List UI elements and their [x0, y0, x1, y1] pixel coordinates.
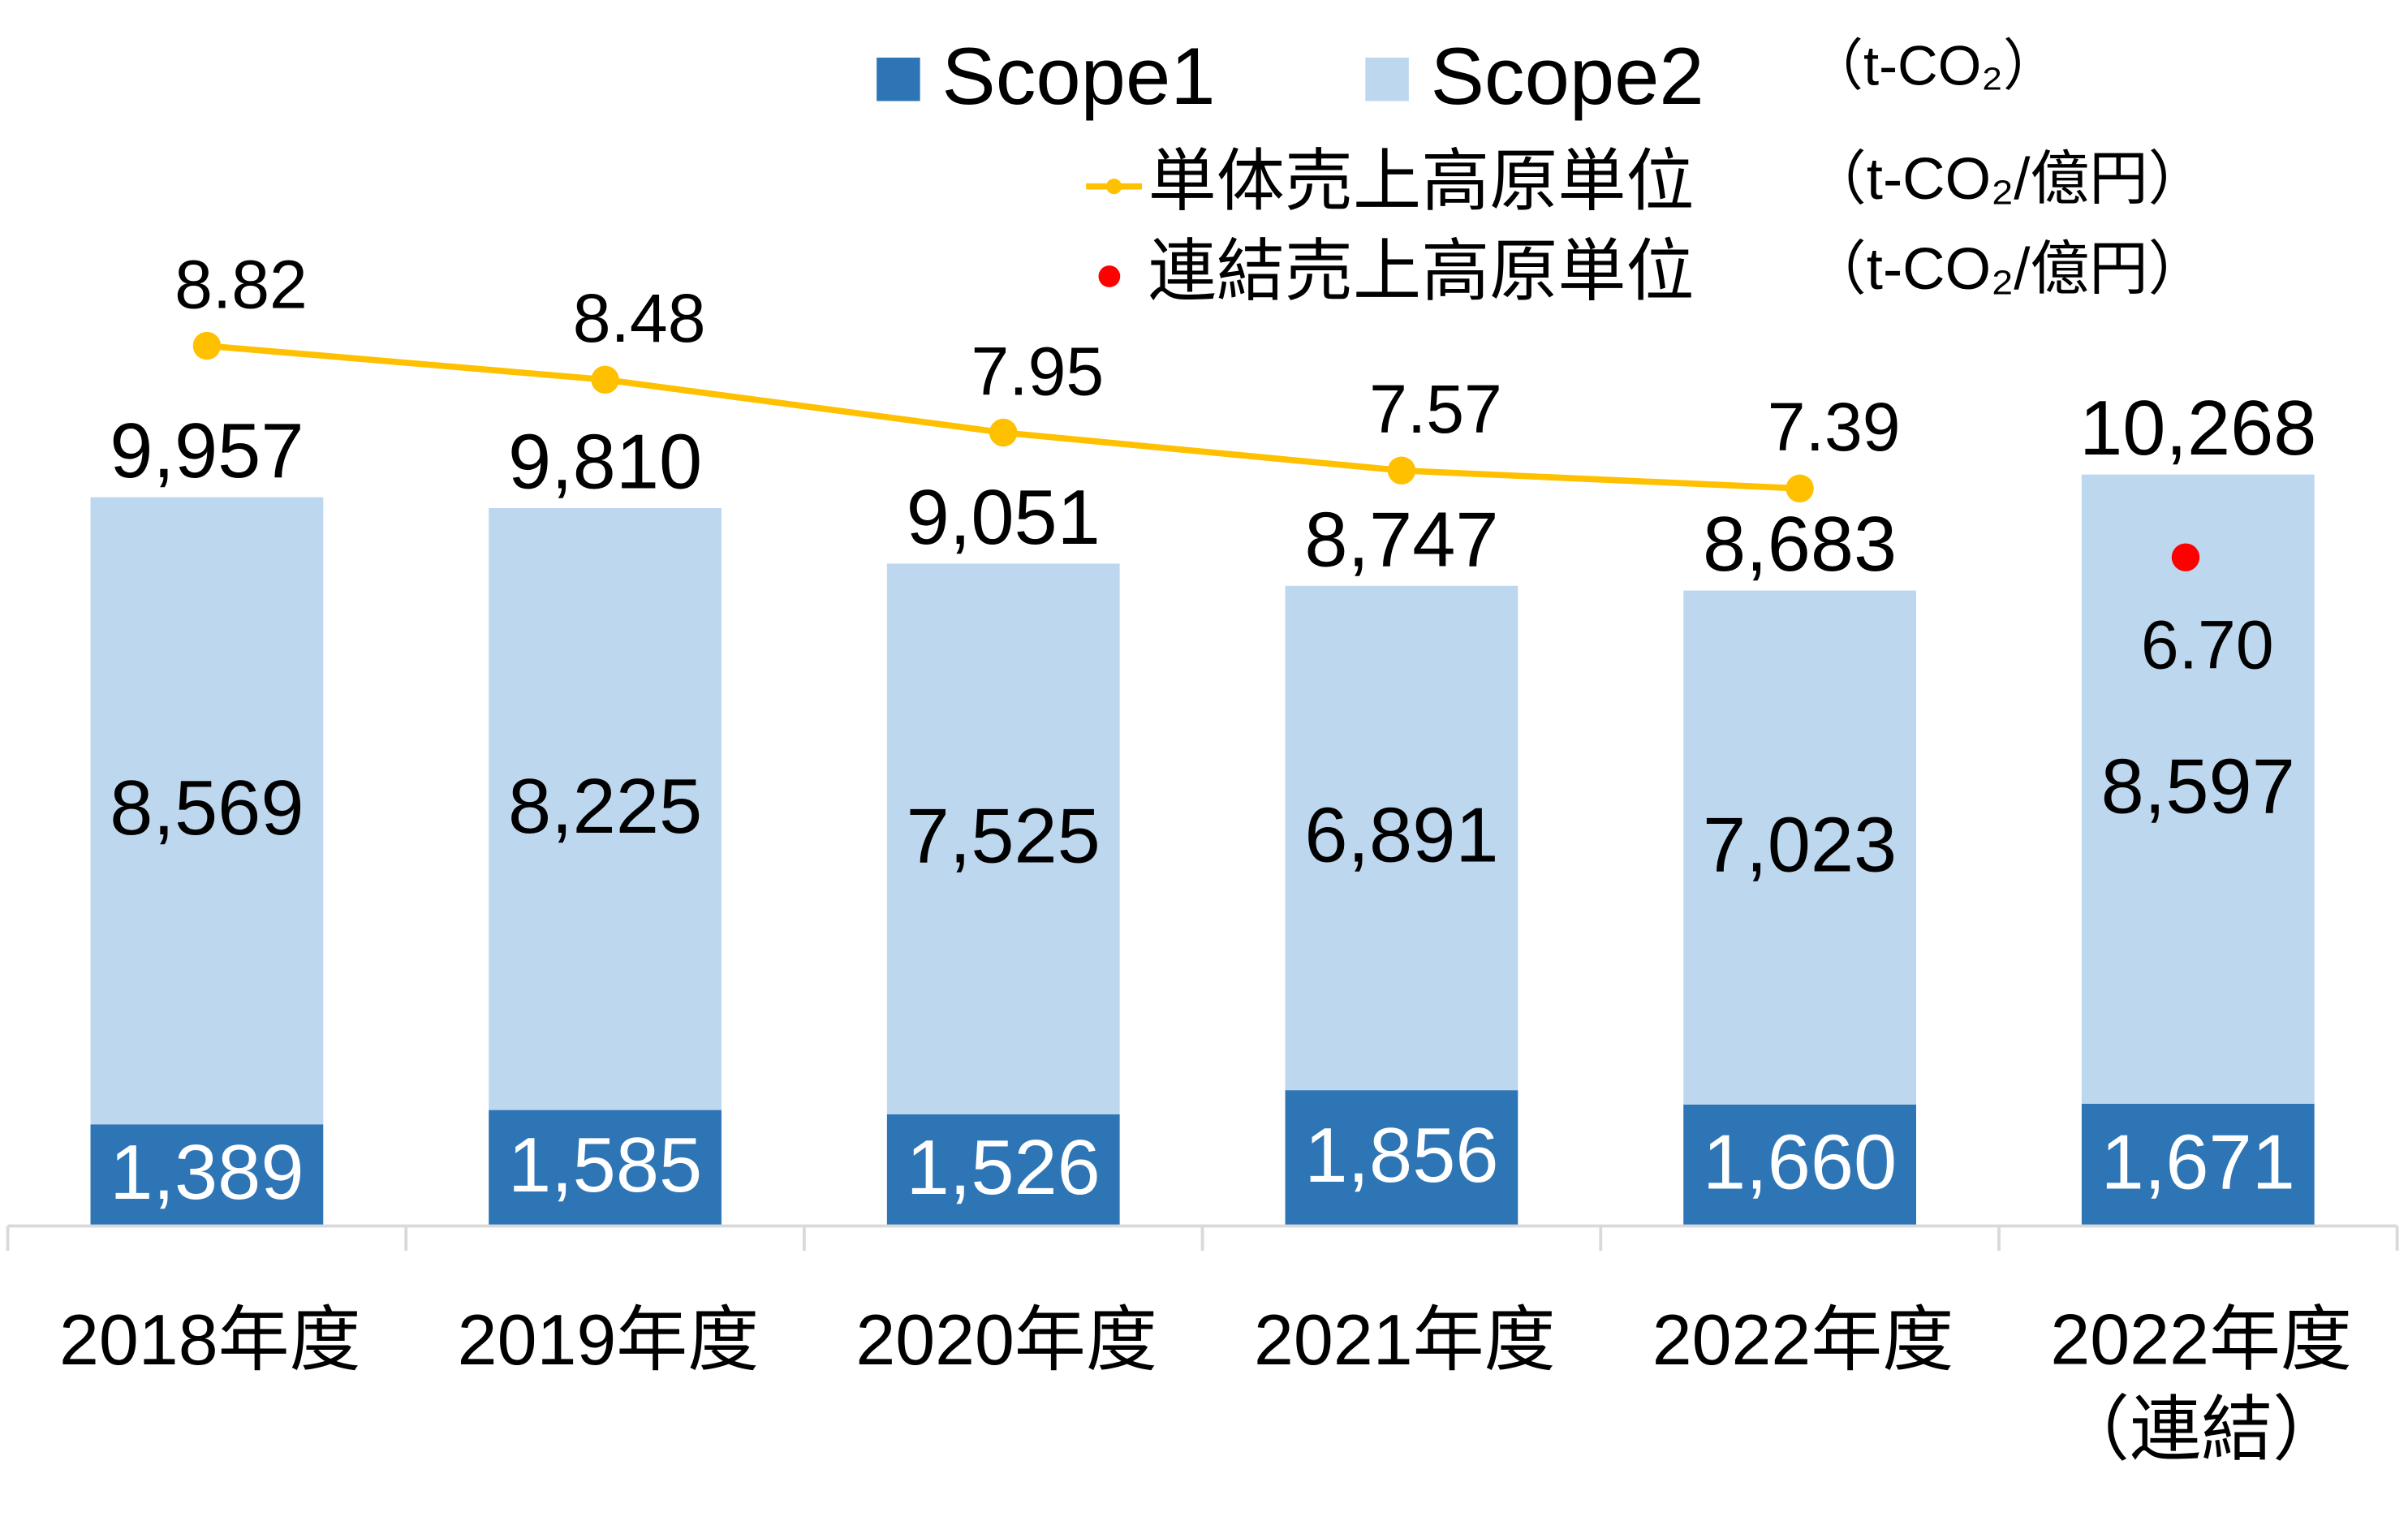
- x-tick-label: 2020年度: [855, 1299, 1157, 1380]
- value-label: 1,526: [907, 1124, 1101, 1211]
- value-label: 1,660: [1703, 1119, 1897, 1206]
- bar-segment: [886, 1114, 1120, 1226]
- line-point: [989, 418, 1018, 447]
- x-tick-label-line: 2022年度: [2050, 1299, 2351, 1380]
- line-point: [591, 365, 619, 394]
- line-label: 7.57: [1369, 371, 1502, 447]
- value-label: 1,585: [508, 1122, 702, 1209]
- legend-marker: [1106, 179, 1122, 195]
- value-label: 8,225: [508, 763, 702, 850]
- legend-marker: [1098, 265, 1121, 287]
- point-label: 6.70: [2141, 607, 2274, 683]
- total-label: 9,051: [907, 474, 1101, 561]
- bar-segment: [489, 507, 722, 1110]
- bar-segment: [1683, 590, 1916, 1105]
- unit-label: （t-CO₂/億円）: [1807, 236, 2207, 302]
- line-label: 8.48: [573, 280, 706, 356]
- value-label: 7,023: [1703, 801, 1897, 888]
- value-label: 1,389: [110, 1129, 304, 1216]
- legend-swatch: [1365, 57, 1409, 101]
- line-label: 7.39: [1768, 389, 1901, 465]
- value-label: 8,569: [110, 765, 304, 851]
- legend-label: 連結売上高原単位: [1148, 233, 1695, 309]
- x-tick-label: 2021年度: [1254, 1299, 1555, 1380]
- total-label: 8,747: [1304, 496, 1498, 583]
- line-point: [1387, 456, 1416, 485]
- legend-swatch: [877, 57, 920, 101]
- bar-segment: [90, 1124, 324, 1226]
- bar-segment: [1285, 1090, 1518, 1226]
- line-point: [192, 331, 222, 360]
- legend-label: Scope1: [941, 32, 1215, 122]
- bar-segment: [489, 1110, 722, 1226]
- total-label: 10,268: [2079, 385, 2316, 472]
- bar-segment: [886, 563, 1120, 1114]
- bar-segment: [2081, 1103, 2315, 1226]
- value-label: 6,891: [1304, 792, 1498, 879]
- line-label: 8.82: [174, 246, 308, 322]
- legend-label: Scope2: [1431, 32, 1704, 122]
- point: [2171, 543, 2200, 571]
- total-label: 8,683: [1703, 501, 1897, 588]
- x-tick-label: 2019年度: [458, 1299, 759, 1380]
- x-tick-label-line: （連結）: [2058, 1390, 2344, 1470]
- value-label: 1,856: [1304, 1112, 1498, 1199]
- bar-segment: [90, 497, 324, 1125]
- value-label: 1,671: [2101, 1118, 2295, 1205]
- bar-segment: [2081, 474, 2315, 1104]
- unit-label: （t-CO₂/億円）: [1807, 146, 2207, 212]
- total-label: 9,810: [508, 418, 702, 505]
- legend-label: 単体売上高原単位: [1148, 143, 1695, 219]
- total-label: 9,957: [110, 407, 304, 494]
- unit-label: （t-CO₂）: [1807, 34, 2059, 97]
- line-label: 7.95: [971, 333, 1104, 409]
- bar-segment: [1683, 1104, 1916, 1226]
- value-label: 7,525: [907, 793, 1101, 880]
- line-point: [1786, 474, 1814, 503]
- bar-segment: [1285, 585, 1518, 1091]
- x-tick-label: 2018年度: [59, 1299, 360, 1380]
- x-tick-label: 2022年度 （連結）: [2050, 1299, 2351, 1470]
- x-tick-label: 2022年度: [1652, 1299, 1954, 1380]
- value-label: 8,597: [2101, 743, 2295, 829]
